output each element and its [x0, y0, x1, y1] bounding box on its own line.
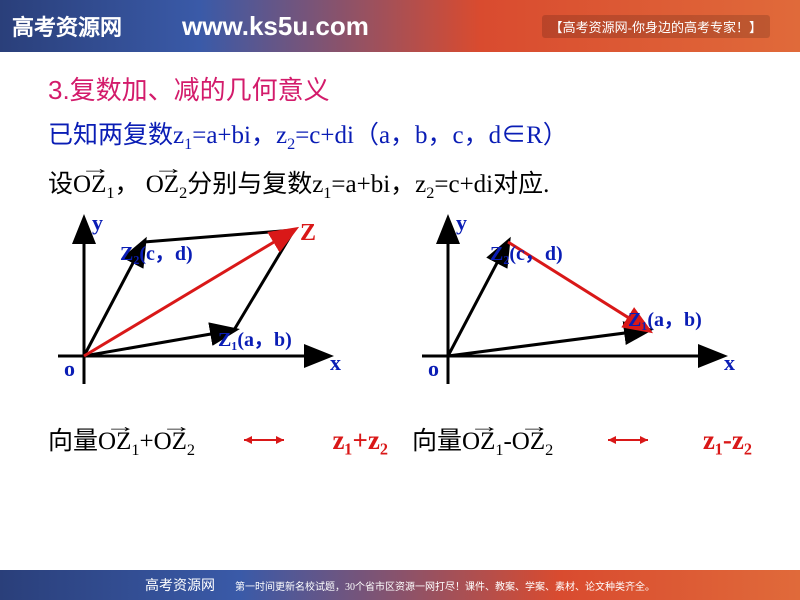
origin-label: o — [64, 356, 75, 381]
z1-label: Z₁(a，b) — [218, 329, 292, 351]
axis-y-label: y — [456, 212, 467, 235]
double-arrow-icon — [600, 431, 656, 449]
svg-subtraction: y x o Z₂(c，d) Z₁(a，b) — [412, 212, 752, 412]
t: =a+bi，z — [192, 122, 287, 149]
t: 已知两复数z — [48, 122, 184, 149]
result-add: z₁+z₂ — [332, 425, 388, 456]
definition-line-2: 设OZ1， OZ2分别与复数z1=a+bi，z2=c+di对应. — [48, 166, 752, 205]
footer-logo: 高考资源网 — [145, 575, 215, 595]
vec-oz2: OZ — [146, 171, 179, 198]
section-title: 3.复数加、减的几何意义 — [48, 70, 752, 107]
z2-label: Z₂(c，d) — [490, 243, 563, 265]
diagram-subtraction: y x o Z₂(c，d) Z₁(a，b) 向量OZ1-OZ2 z₁-z₂ — [412, 212, 752, 460]
axis-y-label: y — [92, 212, 103, 235]
double-arrow-icon — [236, 431, 292, 449]
vec-oz1: OZ — [73, 171, 106, 198]
vec-diff-expr: 向量OZ1-OZ2 — [412, 421, 553, 460]
vec-sum-expr: 向量OZ1+OZ2 — [48, 421, 195, 460]
t: =c+di对应. — [434, 171, 549, 198]
z2-label: Z₂(c，d) — [120, 243, 193, 265]
site-tagline: 【高考资源网-你身边的高考专家！】 — [542, 15, 770, 38]
axis-x-label: x — [330, 350, 341, 375]
footer-text: 第一时间更新名校试题，30个省市区资源一网打尽！课件、教案、学案、素材、论文种类… — [235, 578, 655, 593]
result-sub: z₁-z₂ — [703, 425, 752, 456]
z-label: Z — [300, 220, 316, 246]
bottom-banner: 高考资源网 第一时间更新名校试题，30个省市区资源一网打尽！课件、教案、学案、素… — [0, 570, 800, 600]
slide-content: 3.复数加、减的几何意义 已知两复数z1=a+bi，z2=c+di（a，b，c，… — [0, 52, 800, 460]
addition-equation: 向量OZ1+OZ2 z₁+z₂ — [48, 421, 388, 460]
definition-line-1: 已知两复数z1=a+bi，z2=c+di（a，b，c，d∈R） — [48, 117, 752, 156]
diagram-row: y x o Z₂(c，d) Z₁(a，b) Z 向量OZ1+OZ2 z₁+z₂ — [48, 212, 752, 460]
diagram-addition: y x o Z₂(c，d) Z₁(a，b) Z 向量OZ1+OZ2 z₁+z₂ — [48, 212, 388, 460]
site-url: www.ks5u.com — [182, 11, 369, 42]
top-banner: 高考资源网 www.ks5u.com 【高考资源网-你身边的高考专家！】 — [0, 0, 800, 52]
t: =a+bi，z — [331, 171, 426, 198]
t: =c+di（a，b，c，d∈R） — [295, 122, 568, 149]
subtraction-equation: 向量OZ1-OZ2 z₁-z₂ — [412, 421, 752, 460]
t: 分别与复数z — [187, 171, 323, 198]
svg-addition: y x o Z₂(c，d) Z₁(a，b) Z — [48, 212, 388, 412]
z1-label: Z₁(a，b) — [628, 309, 702, 331]
axis-x-label: x — [724, 350, 735, 375]
origin-label: o — [428, 356, 439, 381]
site-logo: 高考资源网 — [12, 10, 122, 42]
